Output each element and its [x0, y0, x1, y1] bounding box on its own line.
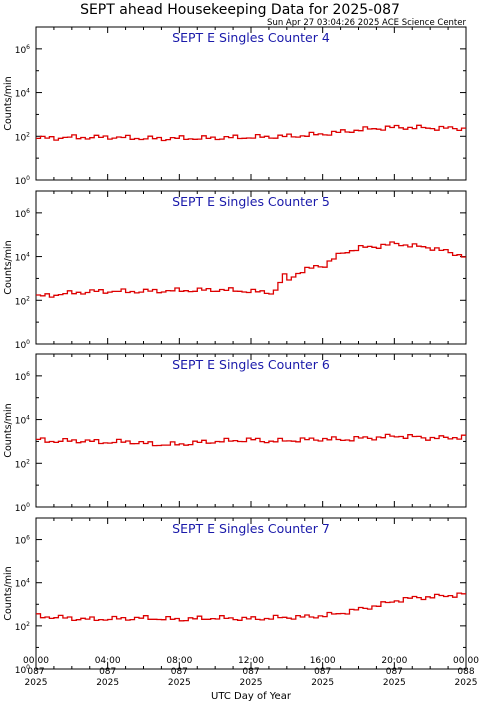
chart-title: SEPT ahead Housekeeping Data for 2025-08… — [80, 2, 400, 18]
y-tick-label: 104 — [15, 578, 30, 590]
x-tick-label: 2025 — [311, 678, 334, 688]
x-tick-label: 00:00 — [453, 656, 479, 666]
x-tick-label: 088 — [457, 667, 474, 677]
x-tick-label: 00:00 — [23, 656, 49, 666]
y-tick-label: 100 — [15, 664, 30, 676]
panel-title: SEPT E Singles Counter 4 — [172, 30, 330, 45]
y-axis-label: Counts/min — [3, 76, 14, 130]
y-tick-label: 102 — [15, 295, 30, 307]
x-tick-label: 087 — [99, 667, 116, 677]
x-tick-label: 2025 — [455, 678, 478, 688]
x-tick-label: 087 — [171, 667, 188, 677]
x-tick-label: 2025 — [168, 678, 191, 688]
y-axis-label: Counts/min — [3, 403, 14, 457]
y-tick-label: 106 — [15, 535, 30, 547]
y-tick-label: 102 — [15, 458, 30, 470]
plot-frame — [35, 26, 467, 181]
y-tick-label: 102 — [15, 131, 30, 143]
y-tick-label: 104 — [15, 415, 30, 427]
x-tick-label: 04:00 — [95, 656, 121, 666]
x-tick-label: 16:00 — [310, 656, 336, 666]
y-tick-label: 100 — [15, 339, 30, 351]
plot-frame — [35, 353, 467, 508]
x-tick-label: 087 — [27, 667, 44, 677]
panels: 100 102 104 106 Counts/min SEPT E Singles Cou… — [3, 26, 479, 688]
series-line — [36, 592, 466, 622]
x-tick-label: 087 — [314, 667, 331, 677]
y-tick-label: 106 — [15, 371, 30, 383]
timestamp: Sun Apr 27 03:04:26 2025 ACE Science Cen… — [267, 18, 466, 28]
plot-frame — [35, 190, 467, 345]
y-tick-label: 102 — [15, 621, 30, 633]
x-tick-label: 08:00 — [166, 656, 192, 666]
y-tick-label: 104 — [15, 88, 30, 100]
x-tick-label: 2025 — [96, 678, 119, 688]
series-line — [36, 433, 466, 447]
panel-1: 100 102 104 106 Counts/min SEPT E Singles Cou… — [3, 26, 467, 187]
x-tick-label: 087 — [386, 667, 403, 677]
y-tick-label: 104 — [15, 252, 30, 264]
y-axis-label: Counts/min — [3, 566, 14, 620]
panel-title: SEPT E Singles Counter 5 — [172, 194, 330, 209]
y-tick-label: 106 — [15, 44, 30, 56]
x-tick-label: 2025 — [25, 678, 48, 688]
x-tick-label: 20:00 — [381, 656, 407, 666]
series-line — [36, 241, 466, 298]
panel-title: SEPT E Singles Counter 7 — [172, 521, 330, 536]
panel-2: 100 102 104 106 Counts/min SEPT E Singles Cou… — [3, 190, 467, 351]
plot-frame — [35, 517, 467, 670]
y-tick-label: 106 — [15, 208, 30, 220]
y-tick-label: 100 — [15, 175, 30, 187]
y-tick-label: 100 — [15, 502, 30, 514]
y-axis-label: Counts/min — [3, 240, 14, 294]
x-tick-label: 12:00 — [238, 656, 264, 666]
series-line — [36, 124, 466, 142]
x-tick-label: 2025 — [383, 678, 406, 688]
x-tick-label: 087 — [242, 667, 259, 677]
panel-3: 100 102 104 106 Counts/min SEPT E Singles Cou… — [3, 353, 467, 514]
panel-4: 100 102 104 106 Counts/min SEPT E Singles Cou… — [3, 517, 467, 676]
x-tick-label: 2025 — [240, 678, 263, 688]
x-axis-label: UTC Day of Year — [211, 691, 292, 702]
panel-title: SEPT E Singles Counter 6 — [172, 357, 330, 372]
